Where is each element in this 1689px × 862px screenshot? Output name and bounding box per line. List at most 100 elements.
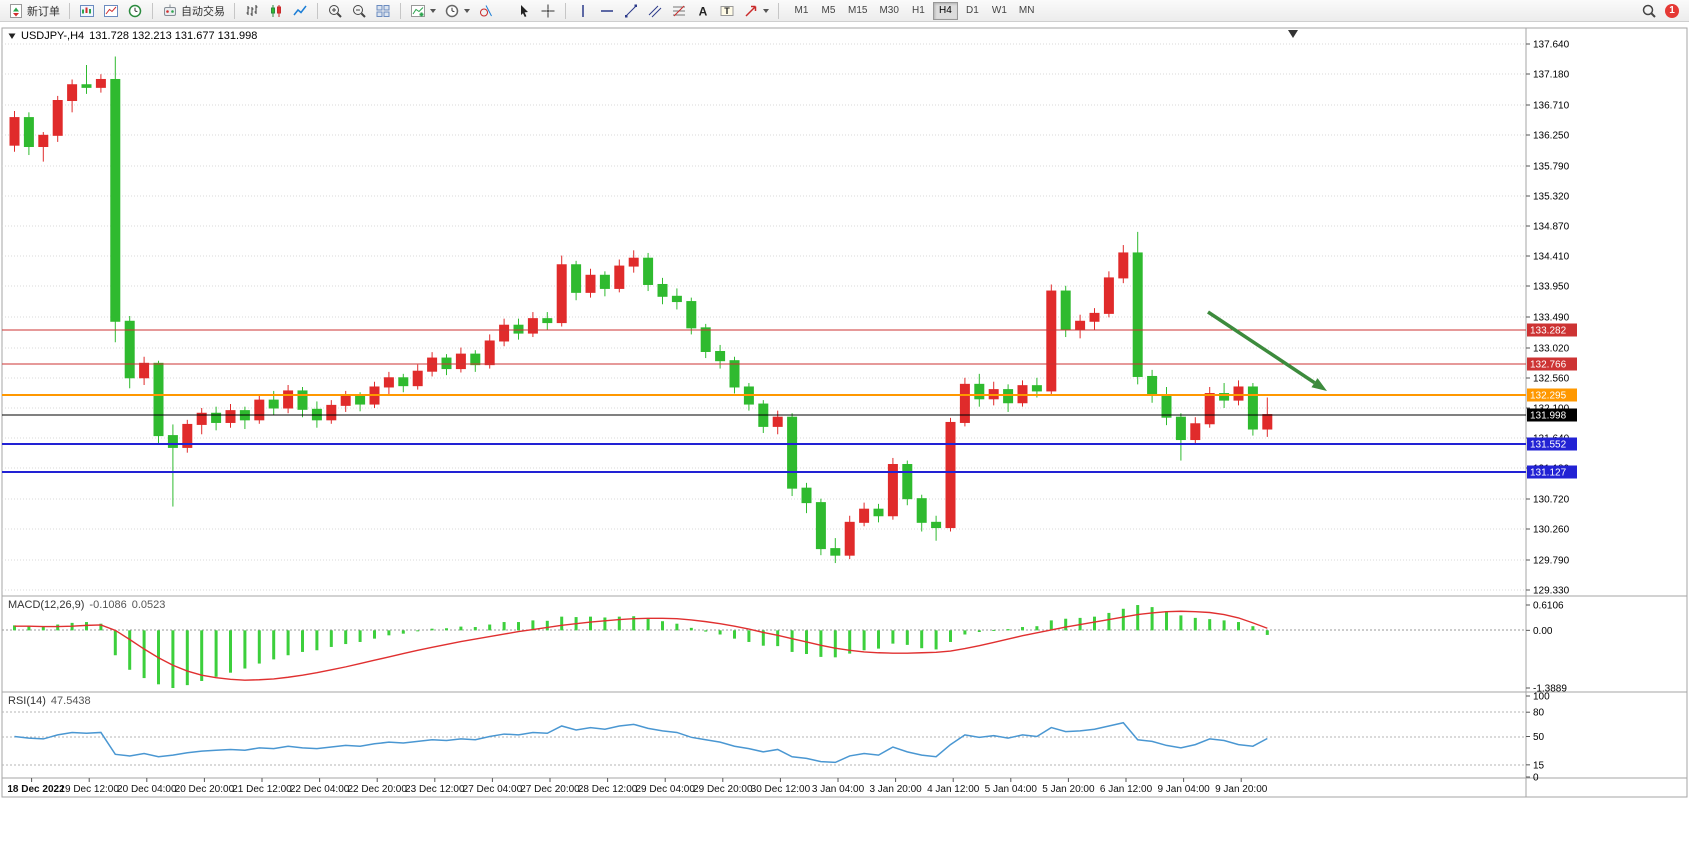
price-badge bbox=[1527, 357, 1577, 371]
svg-text:50: 50 bbox=[1533, 732, 1545, 743]
svg-text:6 Jan 12:00: 6 Jan 12:00 bbox=[1100, 784, 1153, 795]
toolbar-separator bbox=[317, 2, 318, 19]
svg-text:T: T bbox=[724, 6, 730, 16]
timeframe-button-m30[interactable]: M30 bbox=[874, 2, 903, 20]
svg-text:129.790: 129.790 bbox=[1533, 556, 1570, 567]
arrows-button[interactable] bbox=[739, 1, 773, 21]
cursor-button[interactable] bbox=[512, 1, 536, 21]
grid bbox=[2, 43, 1526, 591]
svg-text:27 Dec 20:00: 27 Dec 20:00 bbox=[520, 784, 580, 795]
indicators-button[interactable] bbox=[406, 1, 440, 21]
chart-objects-icon bbox=[480, 4, 492, 16]
zoom-out-button[interactable] bbox=[347, 1, 371, 21]
toolbar-separator bbox=[565, 2, 566, 19]
profiles-button[interactable] bbox=[99, 1, 123, 21]
auto-trading-button[interactable]: 自动交易 bbox=[158, 1, 229, 21]
chart-ohlc-values: 131.728 132.213 131.677 131.998 bbox=[89, 30, 258, 42]
timeframe-button-m15[interactable]: M15 bbox=[843, 2, 872, 20]
macd-main-value: -0.1086 bbox=[89, 599, 127, 611]
timeframe-button-d1[interactable]: D1 bbox=[960, 2, 985, 20]
svg-text:136.710: 136.710 bbox=[1533, 101, 1570, 112]
arrows-icon bbox=[745, 5, 757, 17]
periods-button[interactable] bbox=[440, 1, 474, 21]
notification-badge[interactable]: 1 bbox=[1665, 3, 1679, 18]
timeframe-button-m1[interactable]: M1 bbox=[789, 2, 814, 20]
new-chart-button[interactable] bbox=[75, 1, 99, 21]
svg-text:134.870: 134.870 bbox=[1533, 222, 1570, 233]
clock-icon bbox=[128, 4, 142, 17]
svg-text:135.790: 135.790 bbox=[1533, 162, 1570, 173]
horizontal-line-button[interactable] bbox=[595, 1, 619, 21]
dropdown-caret-icon bbox=[464, 8, 470, 13]
bar-chart-icon bbox=[246, 4, 258, 16]
fibonacci-button[interactable] bbox=[667, 1, 691, 21]
svg-text:20 Dec 04:00: 20 Dec 04:00 bbox=[117, 784, 177, 795]
tile-windows-button[interactable] bbox=[371, 1, 395, 21]
macd-panel: 0.6106 0.00 -1.3889 bbox=[2, 601, 1567, 695]
svg-text:136.250: 136.250 bbox=[1533, 131, 1570, 142]
svg-text:131.552: 131.552 bbox=[1530, 440, 1567, 451]
line-chart-icon bbox=[293, 5, 307, 15]
svg-text:5 Jan 04:00: 5 Jan 04:00 bbox=[985, 784, 1038, 795]
svg-text:3 Jan 20:00: 3 Jan 20:00 bbox=[869, 784, 922, 795]
arrow-annotation[interactable] bbox=[1207, 310, 1327, 391]
text-label-button[interactable]: T bbox=[715, 1, 739, 21]
timeframe-button-mn[interactable]: MN bbox=[1014, 2, 1040, 20]
svg-text:137.180: 137.180 bbox=[1533, 70, 1570, 81]
crosshair-button[interactable] bbox=[536, 1, 560, 21]
clock-button[interactable] bbox=[123, 1, 147, 21]
timeframe-button-h1[interactable]: H1 bbox=[906, 2, 931, 20]
svg-text:20 Dec 20:00: 20 Dec 20:00 bbox=[175, 784, 235, 795]
svg-text:133.282: 133.282 bbox=[1530, 326, 1567, 337]
new-order-button[interactable]: 新订单 bbox=[4, 1, 64, 21]
trendline-button[interactable] bbox=[619, 1, 643, 21]
svg-text:132.560: 132.560 bbox=[1533, 374, 1570, 385]
svg-text:30 Dec 12:00: 30 Dec 12:00 bbox=[751, 784, 811, 795]
auto-trading-icon bbox=[164, 4, 176, 16]
text-icon: A bbox=[699, 4, 708, 18]
timeframe-button-w1[interactable]: W1 bbox=[987, 2, 1012, 20]
svg-text:29 Dec 20:00: 29 Dec 20:00 bbox=[693, 784, 753, 795]
svg-text:15: 15 bbox=[1533, 760, 1545, 771]
svg-text:4 Jan 12:00: 4 Jan 12:00 bbox=[927, 784, 980, 795]
text-button[interactable]: A bbox=[691, 1, 715, 21]
zoom-out-icon bbox=[353, 4, 366, 18]
toolbar-separator bbox=[234, 2, 235, 19]
chart-shift-marker[interactable] bbox=[1288, 30, 1298, 38]
svg-text:130.260: 130.260 bbox=[1533, 525, 1570, 536]
candles bbox=[9, 56, 1273, 564]
auto-trading-label: 自动交易 bbox=[181, 5, 225, 18]
text-label-icon: T bbox=[720, 5, 734, 16]
macd-signal-value: 0.0523 bbox=[131, 599, 166, 611]
chart-objects-button[interactable] bbox=[474, 1, 498, 21]
line-chart-button[interactable] bbox=[288, 1, 312, 21]
svg-text:0.6106: 0.6106 bbox=[1533, 601, 1564, 612]
svg-text:0.00: 0.00 bbox=[1533, 626, 1553, 637]
candlestick-chart-button[interactable] bbox=[264, 1, 288, 21]
timeframe-button-h4[interactable]: H4 bbox=[932, 1, 958, 20]
timeframe-button-m5[interactable]: M5 bbox=[816, 2, 841, 20]
svg-text:100: 100 bbox=[1533, 692, 1550, 703]
search-icon bbox=[1642, 4, 1656, 18]
price-badge bbox=[1527, 388, 1577, 402]
price-badge bbox=[1527, 465, 1577, 479]
fibonacci-icon bbox=[673, 5, 685, 16]
vertical-line-button[interactable] bbox=[571, 1, 595, 21]
candlestick-chart-icon bbox=[271, 4, 281, 17]
new-order-icon bbox=[10, 3, 22, 18]
equidistant-channel-button[interactable] bbox=[643, 1, 667, 21]
svg-text:131.127: 131.127 bbox=[1530, 468, 1567, 479]
one-click-trading-toggle-icon[interactable] bbox=[8, 32, 16, 40]
search-button[interactable] bbox=[1637, 1, 1661, 21]
bar-chart-button[interactable] bbox=[240, 1, 264, 21]
toolbar-separator bbox=[69, 2, 70, 19]
svg-text:22 Dec 20:00: 22 Dec 20:00 bbox=[347, 784, 407, 795]
toolbar: 新订单 bbox=[0, 0, 1689, 22]
toolbar-separator bbox=[778, 2, 779, 19]
svg-text:133.490: 133.490 bbox=[1533, 313, 1570, 324]
crosshair-icon bbox=[541, 4, 555, 17]
zoom-in-button[interactable] bbox=[323, 1, 347, 21]
svg-text:28 Dec 12:00: 28 Dec 12:00 bbox=[578, 784, 638, 795]
